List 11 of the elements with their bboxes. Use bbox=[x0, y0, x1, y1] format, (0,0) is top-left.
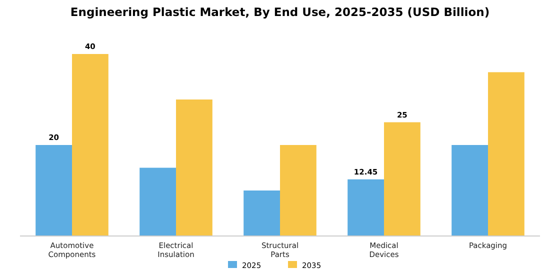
bar bbox=[72, 54, 108, 236]
chart-title: Engineering Plastic Market, By End Use, 2025-2035 (USD Billion) bbox=[70, 5, 490, 19]
bar bbox=[36, 145, 72, 236]
bar bbox=[348, 179, 384, 236]
bar bbox=[488, 72, 524, 236]
bar bbox=[176, 100, 212, 236]
bar bbox=[244, 190, 280, 236]
bar bbox=[280, 145, 316, 236]
bar bbox=[384, 122, 420, 236]
bar bbox=[140, 168, 176, 236]
bar bbox=[452, 145, 488, 236]
